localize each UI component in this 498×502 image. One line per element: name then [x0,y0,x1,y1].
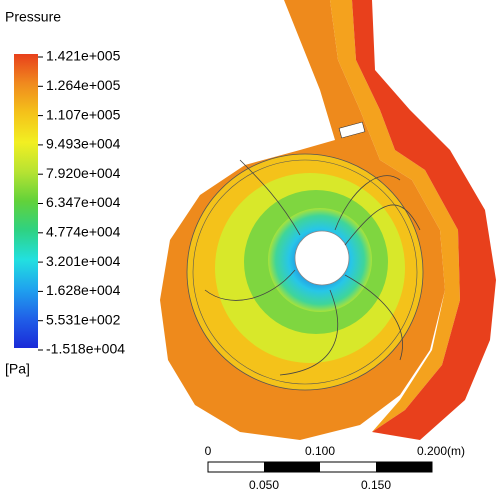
legend-label: -1.518e+004 [46,341,125,357]
color-bar [14,54,38,348]
scale-label: 0.200 [417,444,447,458]
pump-contour [160,0,496,440]
legend-label: 1.628e+004 [46,282,121,298]
legend-labels: 1.421e+005 1.264e+005 1.107e+005 9.493e+004… [38,48,125,357]
legend-label: 4.774e+004 [46,224,121,240]
scale-bar [208,462,432,472]
scale-label: 0 [205,444,212,458]
legend-label: 7.920e+004 [46,165,121,181]
legend-label: 1.264e+005 [46,77,121,93]
legend-label: 6.347e+004 [46,194,121,210]
legend-label: 3.201e+004 [46,253,121,269]
page: Pressure 1.421e+005 1.264e+005 1.107e+005 9… [0,0,498,502]
scale-label: 0.050 [249,478,279,492]
scale-label: 0.100 [305,444,335,458]
legend-label: 1.421e+005 [46,48,121,64]
legend-title: Pressure [5,9,61,25]
legend-label: 1.107e+005 [46,106,121,122]
legend-label: 9.493e+004 [46,136,121,152]
legend-label: 5.531e+002 [46,311,121,327]
legend-unit: [Pa] [5,361,30,377]
scale-unit: (m) [447,444,465,458]
scale-label: 0.150 [361,478,391,492]
